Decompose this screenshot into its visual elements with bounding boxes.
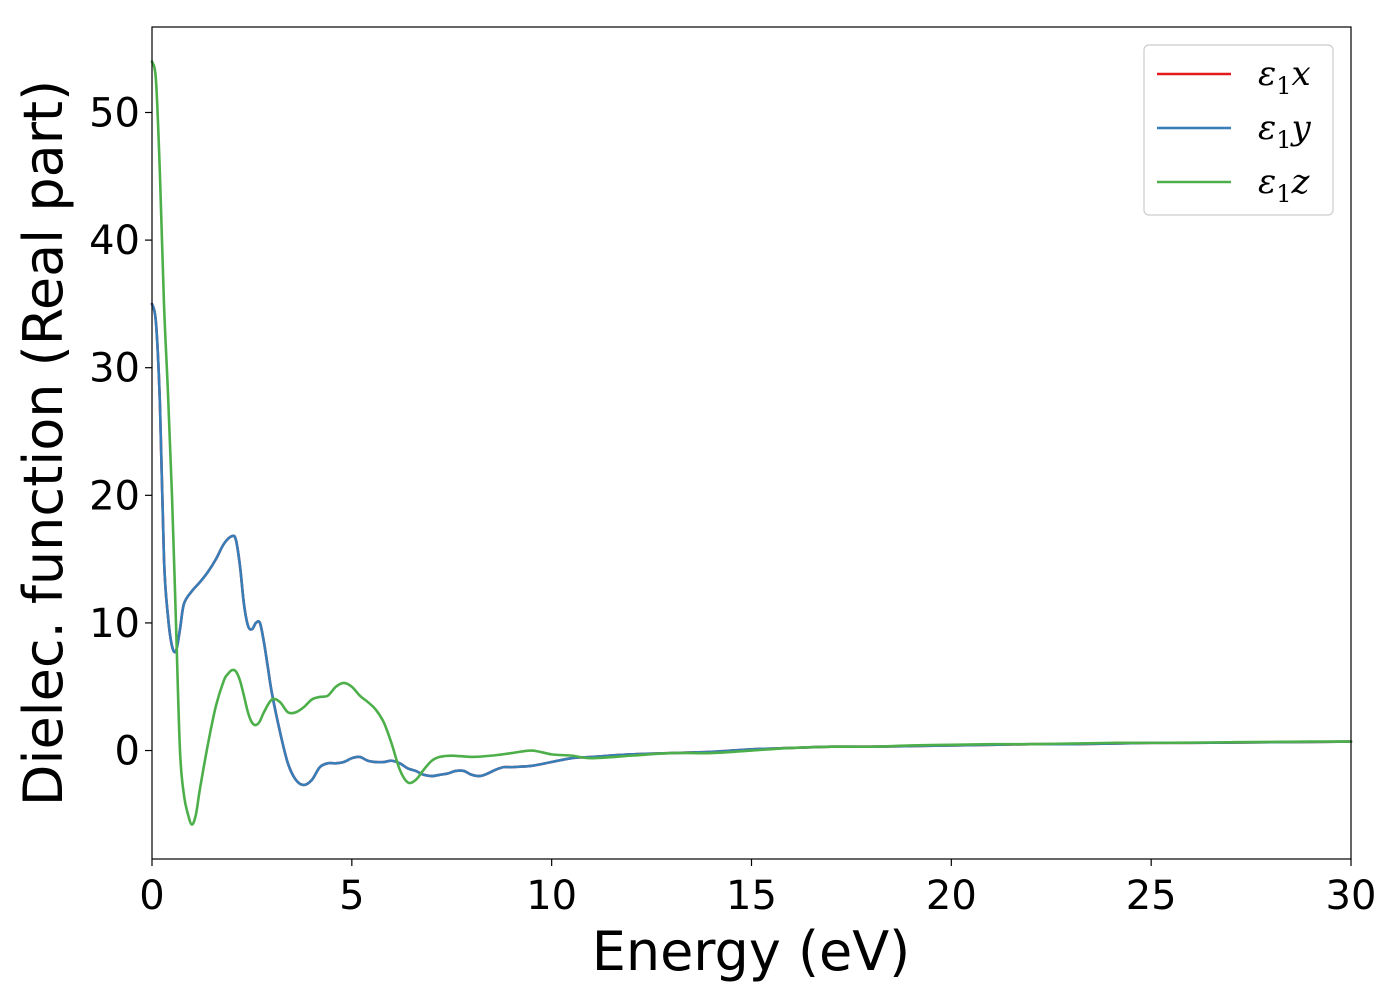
x-tick-label: 15 — [726, 873, 777, 919]
y-tick-label: 30 — [89, 346, 140, 392]
series-layer — [150, 60, 1353, 826]
legend-label-3: ε1z — [1258, 162, 1311, 208]
legend-label-subscript: 1 — [1276, 126, 1291, 154]
y-tick-label: 10 — [89, 601, 140, 647]
legend-label-tail: z — [1291, 162, 1311, 202]
legend-label-tail: y — [1290, 108, 1312, 148]
legend-label-tail: x — [1292, 54, 1311, 94]
legend-label-base: ε — [1258, 54, 1276, 94]
legend-label-base: ε — [1258, 108, 1276, 148]
y-tick-label: 0 — [115, 729, 140, 775]
legend-box — [1143, 44, 1334, 216]
legend-label-subscript: 1 — [1276, 72, 1291, 100]
x-tick-label: 20 — [926, 873, 977, 919]
series-line-3 — [150, 60, 1353, 826]
x-axis-title: Energy (eV) — [592, 920, 911, 983]
y-tick-label: 20 — [89, 473, 140, 519]
x-tick-label: 25 — [1126, 873, 1177, 919]
y-tick-label: 40 — [89, 218, 140, 264]
x-axis: 0 5 10 15 20 25 30 — [139, 859, 1376, 919]
x-tick-label: 30 — [1326, 873, 1377, 919]
legend-label-1: ε1x — [1258, 54, 1311, 100]
y-axis-title: Dielec. function (Real part) — [12, 80, 75, 806]
x-tick-label: 0 — [139, 873, 164, 919]
y-tick-label: 50 — [89, 90, 140, 136]
legend-label-base: ε — [1258, 162, 1276, 202]
x-tick-label: 10 — [526, 873, 577, 919]
legend-label-subscript: 1 — [1276, 180, 1291, 208]
legend-label-2: ε1y — [1258, 108, 1312, 154]
y-axis: 0 10 20 30 40 50 — [89, 90, 152, 775]
x-tick-label: 5 — [339, 873, 364, 919]
